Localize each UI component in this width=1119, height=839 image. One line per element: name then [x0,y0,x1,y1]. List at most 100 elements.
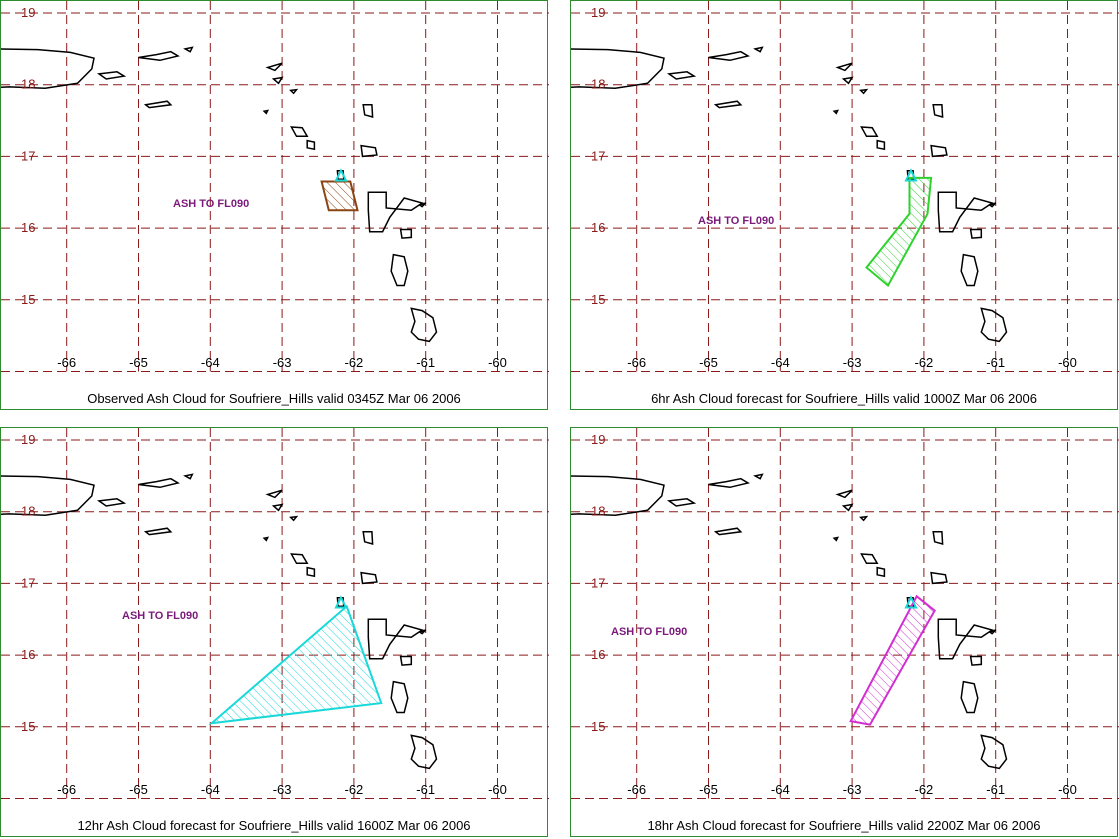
lon-tick-label: -62 [345,782,364,797]
lon-tick-label: -65 [699,782,718,797]
lat-tick-label: 15 [591,719,605,734]
saba-coast [262,109,270,115]
coastlines [1,473,438,770]
la-desirade-coast [988,202,997,208]
ash-cloud-polygon [208,604,383,725]
anguilla-coast [265,62,283,72]
martinique-coast [980,307,1008,343]
la-desirade-coast [988,629,997,635]
marie-galante-coast [399,228,413,239]
lat-tick-label: 19 [21,432,35,447]
st-kitts-coast [290,126,309,138]
virgin-islands-coast [138,477,180,489]
coastlines [1,46,438,343]
lon-tick-label: -64 [771,782,790,797]
ash-cloud-polygon [320,180,359,212]
puerto-rico-coast [571,48,665,90]
lat-tick-label: 15 [21,719,35,734]
nevis-coast [306,139,316,151]
lon-tick-label: -62 [915,355,934,370]
lat-tick-label: 16 [21,647,35,662]
volcano-triangle-icon [334,168,348,182]
panel-caption: 12hr Ash Cloud forecast for Soufriere_Hi… [77,818,471,833]
panel-6hr-forecast: 19 18 17 16 15 -66 -65 -64 -63 -62 -61 -60 ASH TO F… [570,0,1119,410]
panel-observed: 19 18 17 16 15 -66 -65 -64 -63 -62 -61 -60 ASH TO F… [0,0,549,410]
lon-tick-label: -60 [1058,782,1077,797]
nevis-coast [876,566,886,578]
puerto-rico-coast [571,475,665,517]
marie-galante-coast [969,655,983,666]
st-martin-coast [841,503,854,512]
map-18hr: 19 18 17 16 15 -66 -65 -64 -63 -62 -61 -60 [571,428,1119,799]
ash-cloud-polygon [865,176,933,288]
antigua-coast [360,571,378,585]
lat-tick-label: 17 [591,575,605,590]
saba-coast [262,536,270,542]
puerto-rico-coast [1,475,95,517]
st-kitts-coast [860,553,879,565]
lon-tick-label: -60 [1058,355,1077,370]
st-croix-coast [713,527,743,536]
coastlines [571,473,1008,770]
virgin-islands-coast [708,477,750,489]
lon-tick-label: -64 [201,782,220,797]
lon-tick-label: -64 [201,355,220,370]
lon-tick-label: -65 [129,355,148,370]
st-croix-coast [713,100,743,109]
lon-tick-label: -66 [57,782,76,797]
lat-tick-label: 18 [591,77,605,92]
vieques-coast [96,71,127,80]
dominica-coast [390,680,409,714]
lon-tick-label: -66 [627,782,646,797]
dominica-coast [960,680,979,714]
st-kitts-coast [860,126,879,138]
vieques-coast [666,71,697,80]
lon-tick-label: -63 [843,782,862,797]
lon-tick-label: -66 [57,355,76,370]
lat-tick-label: 15 [21,292,35,307]
la-desirade-coast [418,629,427,635]
barbuda-coast [362,104,374,119]
lat-tick-label: 18 [21,504,35,519]
marie-galante-coast [969,228,983,239]
martinique-coast [410,307,438,343]
virgin-gorda-coast [183,46,194,53]
map-observed: 19 18 17 16 15 -66 -65 -64 -63 -62 -61 -60 [1,1,549,372]
dominica-coast [390,253,409,287]
st-martin-coast [271,76,284,85]
dominica-coast [960,253,979,287]
lat-tick-label: 17 [21,575,35,590]
lon-tick-label: -65 [699,355,718,370]
panel-caption: 6hr Ash Cloud forecast for Soufriere_Hil… [651,391,1037,406]
antigua-coast [930,144,948,158]
anguilla-coast [265,489,283,499]
st-barts-coast [289,515,299,522]
graticule [1,428,549,799]
virgin-gorda-coast [753,473,764,480]
panel-18hr-forecast: 19 18 17 16 15 -66 -65 -64 -63 -62 -61 -60 ASH TO F… [570,427,1119,837]
st-barts-coast [289,88,299,95]
ash-cloud-polygon [849,594,936,726]
lon-tick-label: -60 [488,782,507,797]
map-12hr: 19 18 17 16 15 -66 -65 -64 -63 -62 -61 -60 [1,428,549,799]
antigua-coast [930,571,948,585]
barbuda-coast [932,531,944,546]
st-barts-coast [859,88,869,95]
virgin-islands-coast [138,50,180,62]
lat-tick-label: 15 [591,292,605,307]
lat-tick-label: 18 [591,504,605,519]
lat-tick-label: 18 [21,77,35,92]
lon-tick-label: -64 [771,355,790,370]
barbuda-coast [362,531,374,546]
st-barts-coast [859,515,869,522]
vieques-coast [96,498,127,507]
map-6hr: 19 18 17 16 15 -66 -65 -64 -63 -62 -61 -60 [571,1,1119,372]
guadeloupe-coast [937,618,994,660]
panel-12hr-forecast: 19 18 17 16 15 -66 -65 -64 -63 -62 -61 -60 ASH TO F… [0,427,549,837]
marie-galante-coast [399,655,413,666]
lon-tick-label: -61 [416,782,435,797]
lon-tick-label: -66 [627,355,646,370]
lon-tick-label: -60 [488,355,507,370]
lon-tick-label: -61 [416,355,435,370]
